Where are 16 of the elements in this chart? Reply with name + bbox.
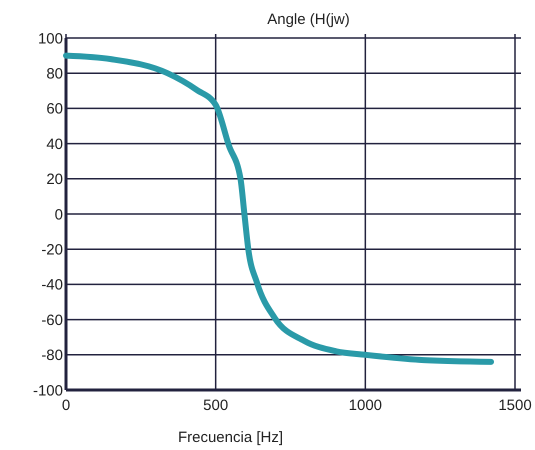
y-tick-label: -40 xyxy=(41,276,63,294)
y-tick-label: -20 xyxy=(41,241,63,258)
x-tick-label: 1500 xyxy=(498,397,532,414)
y-tick-label: 0 xyxy=(54,206,63,224)
y-tick-label: 20 xyxy=(46,171,63,188)
y-tick-label: -80 xyxy=(41,347,63,364)
y-tick-label: -60 xyxy=(41,312,63,329)
y-tick-label: -100 xyxy=(32,382,63,400)
x-tick-label: 1000 xyxy=(348,397,382,414)
chart-title: Angle (H(jw) xyxy=(267,11,350,28)
y-tick-label: 100 xyxy=(38,30,63,48)
x-tick-label: 500 xyxy=(203,397,228,414)
y-tick-label: 80 xyxy=(46,65,63,82)
y-tick-label: 40 xyxy=(46,136,63,153)
y-tick-label: 60 xyxy=(46,100,63,118)
x-axis-title: Frecuencia [Hz] xyxy=(178,429,284,446)
